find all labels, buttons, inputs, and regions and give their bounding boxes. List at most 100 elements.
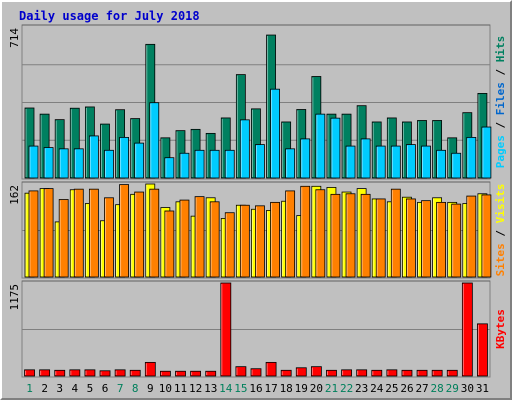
legend-entry: / bbox=[494, 62, 507, 82]
bar-sites-day-24 bbox=[375, 198, 386, 278]
bar-files-day-15 bbox=[239, 119, 250, 179]
day-label-25: 25 bbox=[385, 382, 398, 395]
chart-title: Daily usage for July 2018 bbox=[19, 9, 200, 23]
bar-files-day-8 bbox=[134, 142, 145, 179]
bar-files-day-27 bbox=[421, 145, 431, 179]
bar-kbytes-day-14 bbox=[220, 282, 232, 377]
bar-sites-day-31 bbox=[481, 194, 492, 278]
bar-sites-day-28 bbox=[436, 201, 447, 278]
bar-kbytes-day-16 bbox=[250, 368, 262, 377]
bar-kbytes-day-31 bbox=[477, 323, 488, 377]
bar-sites-day-16 bbox=[255, 205, 265, 278]
bar-sites-day-6 bbox=[104, 197, 114, 278]
day-label-23: 23 bbox=[355, 382, 368, 395]
bar-sites-day-14 bbox=[224, 212, 235, 278]
bar-kbytes-day-3 bbox=[54, 369, 66, 377]
bar-sites-day-12 bbox=[194, 196, 205, 278]
bar-kbytes-day-21 bbox=[326, 369, 337, 377]
day-label-1: 1 bbox=[26, 382, 33, 395]
bar-sites-day-30 bbox=[466, 195, 477, 278]
bar-files-day-10 bbox=[164, 157, 175, 179]
bar-files-day-22 bbox=[345, 145, 356, 179]
legend-entry: Files bbox=[494, 82, 507, 115]
legend-entry: KBytes bbox=[494, 309, 507, 349]
bar-kbytes-day-27 bbox=[416, 369, 428, 377]
bar-kbytes-day-23 bbox=[356, 369, 368, 377]
bar-files-day-26 bbox=[406, 144, 416, 179]
bar-sites-day-29 bbox=[451, 203, 462, 278]
bar-kbytes-day-26 bbox=[401, 369, 413, 377]
y-max-label: 162 bbox=[8, 185, 21, 205]
day-label-13: 13 bbox=[204, 382, 217, 395]
bar-files-day-19 bbox=[300, 138, 311, 179]
bar-kbytes-day-22 bbox=[341, 369, 352, 377]
bar-sites-day-7 bbox=[119, 184, 129, 278]
bar-files-day-30 bbox=[466, 136, 477, 179]
bar-sites-day-10 bbox=[164, 210, 175, 278]
legend-kbytes: KBytes bbox=[494, 309, 507, 349]
bar-files-day-13 bbox=[209, 149, 220, 179]
panel-pages-files-hits: 714 Pages / Files / Hits bbox=[8, 24, 507, 180]
legend-entry: Hits bbox=[494, 36, 507, 63]
bar-files-day-25 bbox=[390, 145, 401, 179]
day-label-15: 15 bbox=[234, 382, 247, 395]
bar-files-day-21 bbox=[330, 117, 341, 179]
legend-sites-visits: Sites / Visits bbox=[494, 184, 507, 277]
bar-kbytes-day-9 bbox=[144, 361, 156, 377]
bar-files-day-16 bbox=[255, 144, 265, 179]
bar-kbytes-day-19 bbox=[295, 367, 307, 377]
day-label-24: 24 bbox=[370, 382, 384, 395]
bar-files-day-6 bbox=[104, 149, 114, 179]
bar-kbytes-day-5 bbox=[84, 369, 96, 377]
bar-kbytes-day-4 bbox=[69, 369, 81, 377]
day-label-30: 30 bbox=[461, 382, 474, 395]
bar-sites-day-27 bbox=[421, 200, 431, 278]
bar-sites-day-25 bbox=[390, 188, 401, 278]
bar-files-day-5 bbox=[88, 135, 99, 179]
bar-kbytes-day-20 bbox=[310, 366, 322, 377]
bar-files-day-29 bbox=[451, 152, 462, 179]
legend-pages-files-hits: Pages / Files / Hits bbox=[494, 36, 507, 169]
day-label-27: 27 bbox=[415, 382, 428, 395]
day-label-5: 5 bbox=[87, 382, 94, 395]
bar-kbytes-day-12 bbox=[190, 370, 202, 377]
bar-kbytes-day-30 bbox=[461, 282, 473, 377]
bar-sites-day-9 bbox=[149, 188, 160, 278]
legend-entry: Visits bbox=[494, 184, 507, 224]
bar-kbytes-day-2 bbox=[39, 369, 51, 377]
bar-kbytes-day-25 bbox=[386, 369, 398, 377]
bar-sites-day-15 bbox=[239, 204, 250, 278]
day-label-8: 8 bbox=[132, 382, 139, 395]
day-label-4: 4 bbox=[72, 382, 79, 395]
day-label-19: 19 bbox=[295, 382, 308, 395]
day-label-31: 31 bbox=[476, 382, 489, 395]
bar-kbytes-day-13 bbox=[205, 370, 217, 377]
bar-kbytes-day-29 bbox=[446, 369, 458, 377]
bar-files-day-12 bbox=[194, 149, 205, 179]
bar-kbytes-day-8 bbox=[129, 369, 141, 377]
bar-files-day-31 bbox=[481, 126, 492, 179]
bar-sites-day-1 bbox=[28, 190, 39, 278]
day-label-22: 22 bbox=[340, 382, 353, 395]
day-label-29: 29 bbox=[446, 382, 459, 395]
bar-sites-day-5 bbox=[88, 188, 99, 278]
bar-sites-day-2 bbox=[43, 188, 54, 278]
bar-files-day-3 bbox=[58, 148, 69, 179]
bar-files-day-23 bbox=[360, 138, 371, 179]
bar-files-day-18 bbox=[285, 148, 296, 179]
bar-sites-day-13 bbox=[209, 201, 220, 278]
bar-sites-day-23 bbox=[360, 193, 371, 278]
bar-kbytes-day-7 bbox=[114, 369, 126, 377]
legend-entry: Pages bbox=[494, 135, 507, 168]
day-label-20: 20 bbox=[310, 382, 323, 395]
legend-entry: Sites bbox=[494, 243, 507, 276]
bar-files-day-1 bbox=[28, 145, 39, 179]
bar-kbytes-day-11 bbox=[175, 370, 186, 377]
bar-sites-day-4 bbox=[73, 188, 84, 278]
day-label-9: 9 bbox=[147, 382, 154, 395]
bar-files-day-4 bbox=[73, 148, 84, 179]
bar-kbytes-day-10 bbox=[160, 370, 171, 377]
bar-files-day-24 bbox=[375, 145, 386, 179]
day-label-21: 21 bbox=[325, 382, 338, 395]
legend-entry: / bbox=[494, 223, 507, 243]
